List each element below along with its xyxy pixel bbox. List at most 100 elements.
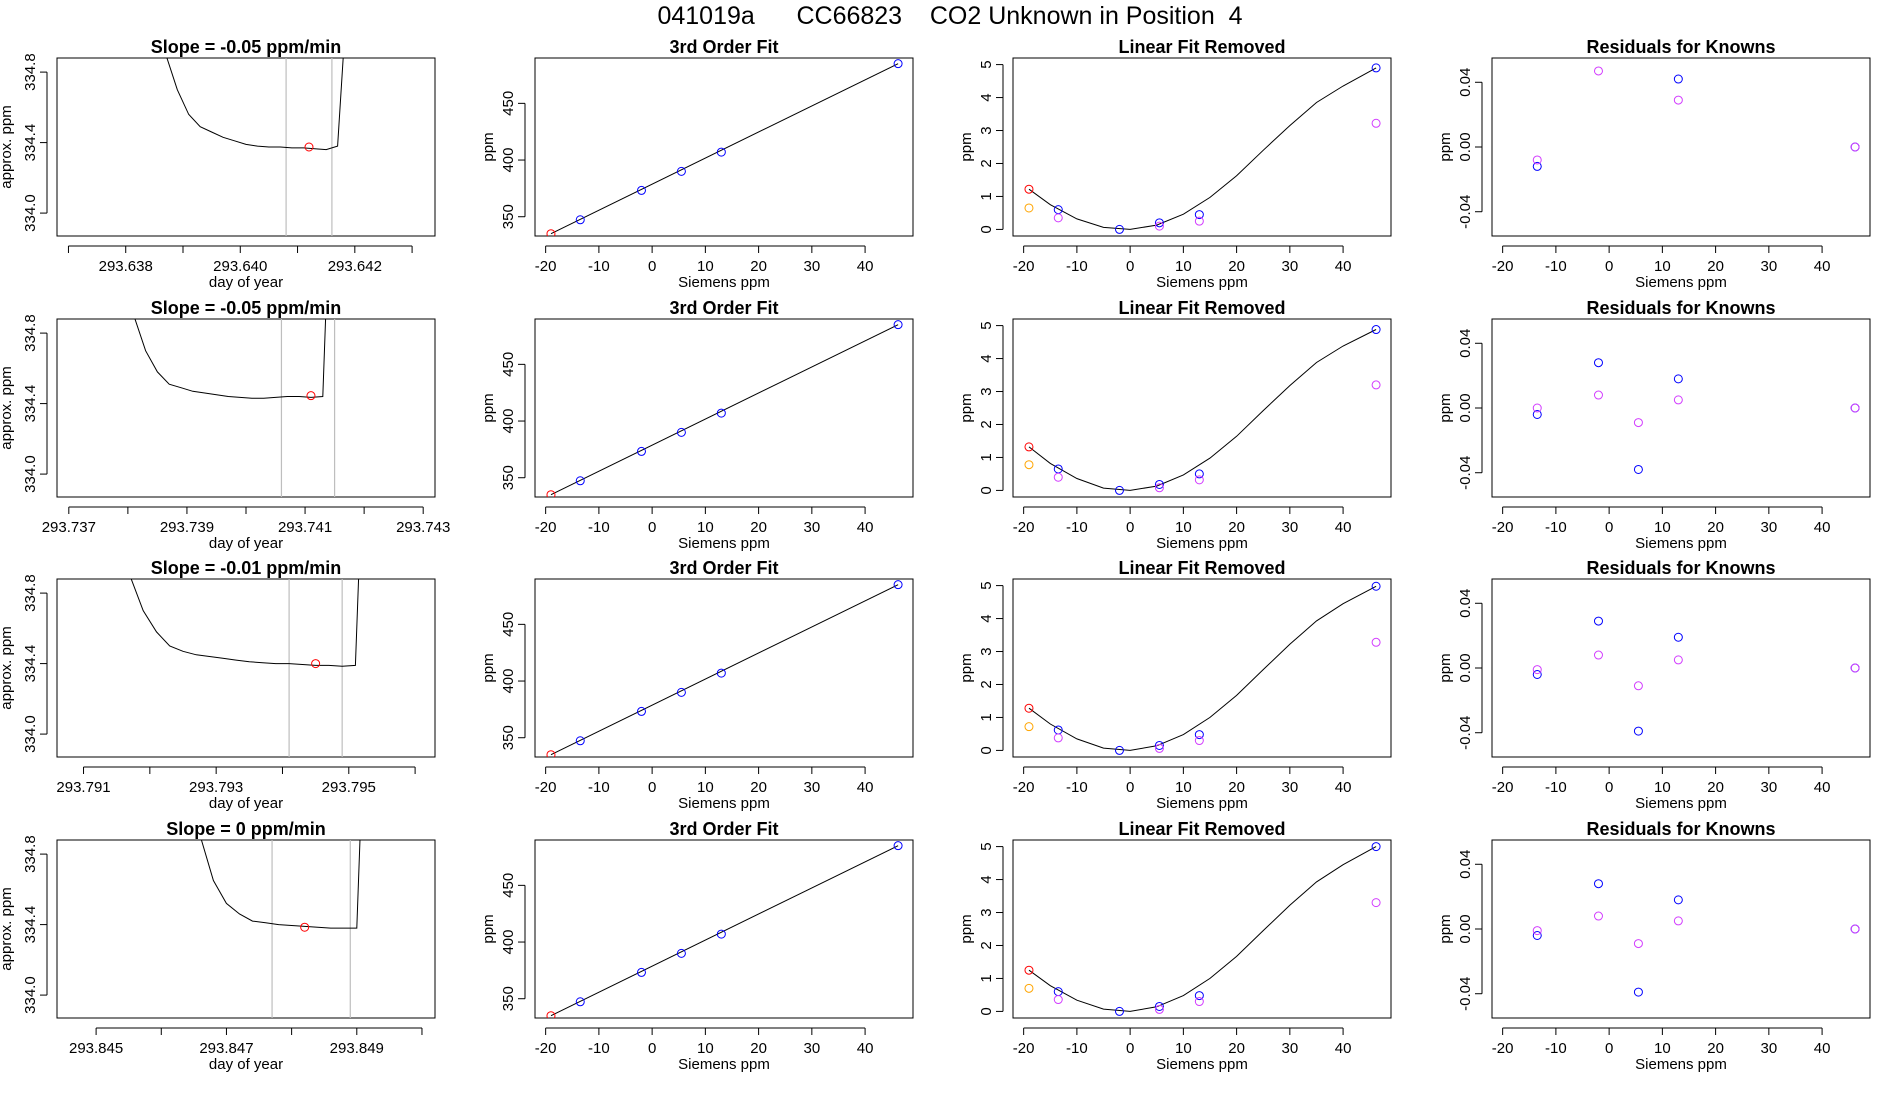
data-point-blue — [636, 706, 646, 716]
panel-title: Slope = 0 ppm/min — [166, 819, 326, 839]
data-point-magenta — [1053, 213, 1063, 223]
data-point-blue — [1194, 991, 1204, 1001]
x-tick-label: 20 — [1228, 519, 1245, 536]
x-tick-label: 20 — [1228, 1040, 1245, 1057]
plot-frame — [534, 57, 914, 237]
x-tick-label: 293.640 — [213, 258, 267, 275]
plot-frame — [56, 318, 436, 498]
data-point-magenta — [1532, 155, 1542, 165]
x-tick-label: -20 — [1013, 1040, 1035, 1057]
y-tick-label: 334.0 — [22, 194, 39, 232]
y-tick-label: 5 — [978, 842, 995, 850]
x-tick-label: 30 — [804, 258, 821, 275]
y-tick-label: 334.8 — [22, 53, 39, 91]
data-point-red — [546, 750, 556, 757]
panel-fit-row1: 3rd Order Fit -20 -10 0 10 20 30 40 Siemens ppm 3… — [480, 37, 914, 291]
x-tick-label: 40 — [1814, 258, 1831, 275]
data-point-blue — [676, 687, 686, 697]
y-axis-label: ppm — [1437, 393, 1454, 422]
y-axis-label: ppm — [480, 653, 497, 682]
x-tick-label: 10 — [1175, 779, 1192, 796]
data-point-magenta — [1154, 483, 1164, 493]
fit-curve — [1028, 67, 1377, 230]
panel-title: 3rd Order Fit — [669, 819, 778, 839]
x-tick-label: -20 — [535, 258, 557, 275]
x-axis-label: day of year — [209, 535, 283, 552]
data-point-blue — [1673, 74, 1683, 84]
data-point-magenta — [1850, 663, 1860, 673]
x-tick-label: 20 — [750, 1040, 767, 1057]
x-tick-label: -10 — [588, 258, 610, 275]
y-tick-label: 334.8 — [22, 574, 39, 612]
y-axis-label: approx. ppm — [0, 105, 15, 188]
x-tick-label: 40 — [1335, 779, 1352, 796]
panel-title: Linear Fit Removed — [1118, 819, 1285, 839]
data-point-magenta — [1673, 655, 1683, 665]
data-point-magenta — [1371, 380, 1381, 390]
plot-frame — [1012, 839, 1392, 1019]
x-tick-label: 20 — [1707, 258, 1724, 275]
data-point-blue — [636, 967, 646, 977]
x-tick-label: 10 — [697, 258, 714, 275]
data-point-magenta — [1532, 665, 1542, 675]
plot-data — [130, 579, 360, 757]
data-point-magenta — [1053, 995, 1063, 1005]
data-point-magenta — [1154, 743, 1164, 753]
data-point-red — [546, 229, 556, 236]
x-axis-label: day of year — [209, 795, 283, 812]
plot-frame — [1491, 57, 1871, 237]
plot-frame — [56, 57, 436, 237]
x-tick-label: 30 — [1761, 779, 1778, 796]
y-tick-label: -0.04 — [1457, 977, 1474, 1011]
data-point-blue — [1154, 218, 1164, 228]
unknown-point — [306, 391, 316, 401]
x-axis-label: Siemens ppm — [1635, 1056, 1727, 1073]
x-tick-label: 20 — [1228, 258, 1245, 275]
y-tick-label: 4 — [978, 354, 995, 362]
data-point-blue — [575, 215, 585, 225]
x-axis-label: day of year — [209, 274, 283, 291]
data-point-blue — [893, 580, 903, 590]
y-tick-label: 334.0 — [22, 455, 39, 493]
plot-frame — [1491, 578, 1871, 758]
y-tick-label: -0.04 — [1457, 716, 1474, 750]
x-tick-label: 10 — [1654, 519, 1671, 536]
y-tick-label: 2 — [978, 420, 995, 428]
data-point-magenta — [1593, 650, 1603, 660]
data-point-blue — [1194, 469, 1204, 479]
data-point-blue — [636, 185, 646, 195]
concentration-trace — [166, 58, 344, 151]
data-point-magenta — [1850, 403, 1860, 413]
plot-data — [200, 840, 361, 1018]
data-point-magenta — [1673, 916, 1683, 926]
data-point-orange — [1024, 203, 1034, 213]
x-tick-label: 10 — [1175, 258, 1192, 275]
y-tick-label: 400 — [500, 930, 517, 955]
x-tick-label: 10 — [697, 1040, 714, 1057]
y-axis-label: ppm — [958, 132, 975, 161]
x-tick-label: 40 — [857, 519, 874, 536]
x-tick-label: 0 — [648, 1040, 656, 1057]
y-tick-label: 0.04 — [1457, 329, 1474, 358]
x-tick-label: 0 — [1605, 258, 1613, 275]
x-tick-label: -10 — [1066, 519, 1088, 536]
plot-frame — [1491, 839, 1871, 1019]
data-point-blue — [1154, 1001, 1164, 1011]
data-point-blue — [1673, 632, 1683, 642]
data-point-magenta — [1593, 911, 1603, 921]
x-tick-label: 20 — [750, 779, 767, 796]
x-axis-label: Siemens ppm — [1635, 535, 1727, 552]
x-tick-label: 30 — [804, 779, 821, 796]
y-tick-label: 1 — [978, 713, 995, 721]
y-tick-label: 450 — [500, 873, 517, 898]
data-point-blue — [1371, 63, 1381, 73]
x-tick-label: 30 — [1282, 779, 1299, 796]
panel-linear-row4: Linear Fit Removed-20 -10 0 10 20 30 40Siemens… — [958, 819, 1392, 1073]
x-tick-label: 20 — [750, 519, 767, 536]
data-point-blue — [1532, 409, 1542, 419]
data-point-blue — [1673, 895, 1683, 905]
plot-data — [1024, 63, 1381, 234]
y-tick-label: -0.04 — [1457, 456, 1474, 490]
x-tick-label: 30 — [1761, 519, 1778, 536]
